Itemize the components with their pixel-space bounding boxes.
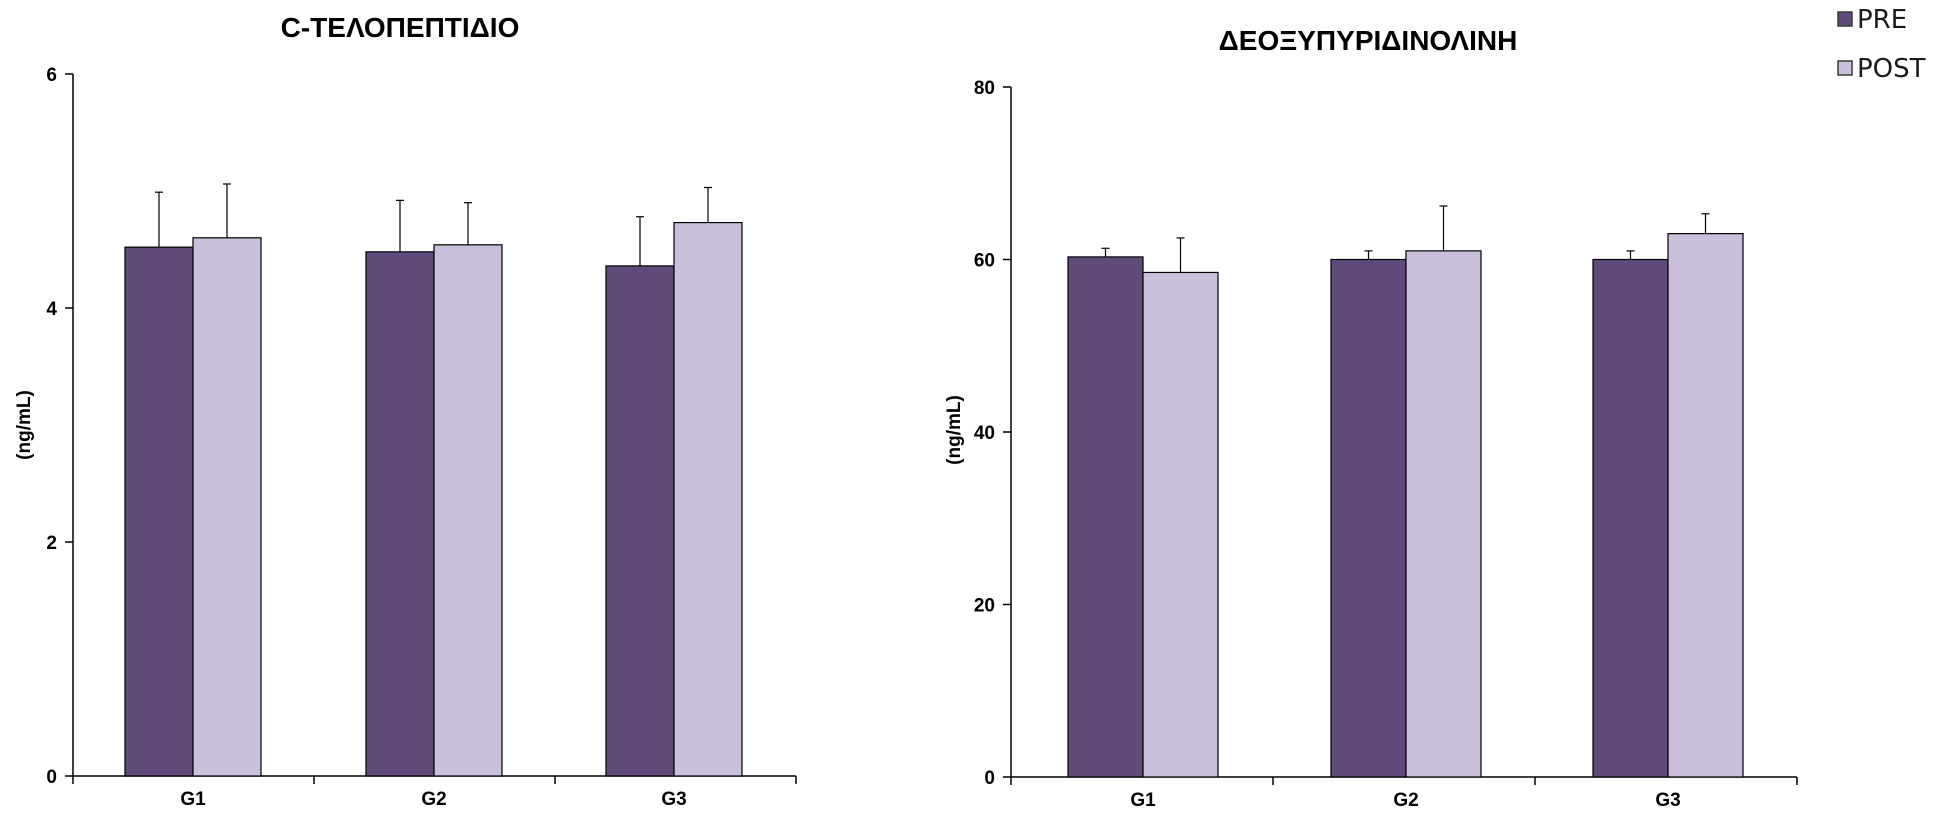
legend-label-pre: PRE (1857, 5, 1907, 35)
x-category-label: G2 (1393, 790, 1418, 811)
bar-post-g1 (1142, 271, 1219, 778)
bar-pre-g3 (605, 265, 675, 777)
chart-title: ΔΕΟΞΥΠΥΡΙΔΙΝΟΛΙΝΗ (1219, 25, 1518, 56)
y-tick-label: 0 (984, 768, 995, 789)
bar-post-g1 (192, 237, 262, 777)
x-category-label: G1 (180, 789, 206, 810)
chart-title: C-ΤΕΛΟΠΕΠΤΙΔΙΟ (281, 12, 520, 43)
y-tick-label: 20 (974, 596, 995, 617)
bar-post-g2 (1405, 250, 1482, 778)
bar-pre-g3 (1592, 258, 1669, 778)
legend-swatch-post (1837, 60, 1853, 76)
bar-pre-g2 (365, 251, 435, 777)
bar-post-g2 (433, 244, 503, 777)
x-category-label: G2 (421, 789, 446, 810)
legend-swatch-pre (1837, 11, 1853, 27)
y-tick-label: 0 (46, 767, 57, 788)
y-axis-title: (ng/mL) (14, 390, 35, 460)
legend: PRE POST (1837, 5, 1926, 84)
bar-pre-g1 (124, 246, 194, 777)
y-tick-label: 2 (46, 533, 57, 554)
legend-label-post: POST (1857, 54, 1926, 84)
x-category-label: G3 (1655, 790, 1680, 811)
x-category-label: G3 (661, 789, 686, 810)
x-category-label: G1 (1130, 790, 1156, 811)
chart-deoxypyridinoline: ΔΕΟΞΥΠΥΡΙΔΙΝΟΛΙΝΗ (ng/mL) 0 20 40 60 80 G1 G2 G3 (944, 25, 1798, 811)
y-axis-title: (ng/mL) (944, 395, 965, 465)
y-tick-label: 60 (974, 251, 995, 272)
y-tick-label: 80 (974, 78, 995, 99)
bar-post-g3 (1667, 233, 1744, 778)
y-tick-label: 4 (46, 299, 57, 320)
bar-post-g3 (673, 221, 743, 777)
y-tick-label: 6 (46, 65, 57, 86)
bar-pre-g2 (1330, 258, 1407, 778)
chart-c-telopeptide: C-ΤΕΛΟΠΕΠΤΙΔΙΟ (ng/mL) 0 2 4 6 G1 G2 G3 (14, 12, 797, 810)
bar-pre-g1 (1067, 256, 1144, 778)
y-tick-label: 40 (974, 423, 995, 444)
